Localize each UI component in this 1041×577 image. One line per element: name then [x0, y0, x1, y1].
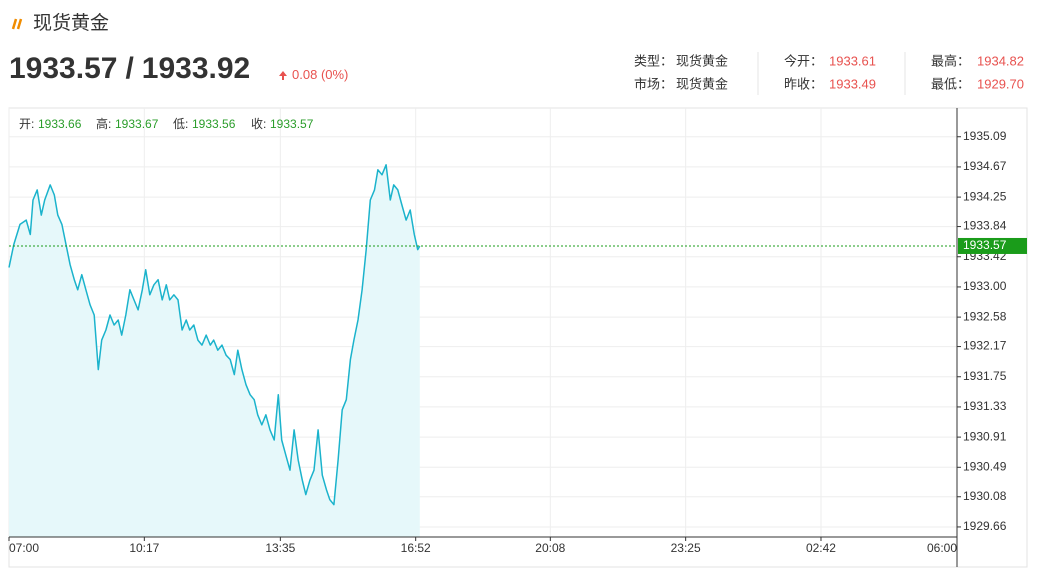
info-value: 1934.82	[977, 53, 1024, 68]
x-tick-label: 16:52	[401, 541, 431, 555]
y-tick-label: 1930.08	[963, 489, 1007, 503]
ohlc-label: 低:	[173, 117, 188, 131]
x-tick-label: 20:08	[535, 541, 565, 555]
last-price-label: 1933.57	[963, 238, 1007, 252]
title: 现货黄金	[33, 12, 109, 34]
info-value: 1933.61	[829, 53, 876, 68]
info-label: 市场：	[634, 76, 673, 91]
ohlc-label: 高:	[96, 116, 111, 131]
x-tick-label: 23:25	[671, 541, 701, 555]
title-mark	[16, 18, 23, 30]
ohlc-value: 1933.66	[38, 117, 82, 131]
info-value: 1933.49	[829, 76, 876, 91]
change: 0.08 (0%)	[292, 67, 348, 82]
y-tick-label: 1932.58	[963, 309, 1007, 323]
y-tick-label: 1934.67	[963, 159, 1007, 173]
separator: /	[125, 52, 134, 85]
x-tick-label: 06:00	[927, 541, 957, 555]
info-value: 现货黄金	[676, 76, 728, 91]
y-tick-label: 1930.91	[963, 429, 1007, 443]
change-value: 0.08	[292, 67, 317, 82]
y-tick-label: 1935.09	[963, 129, 1007, 143]
price: 1933.57/1933.92	[9, 52, 250, 85]
y-tick-label: 1933.84	[963, 219, 1007, 233]
y-tick-label: 1934.25	[963, 189, 1007, 203]
ask: 1933.92	[142, 52, 250, 85]
last-price-box	[958, 237, 1027, 254]
info-value: 1929.70	[977, 76, 1024, 91]
y-tick-label: 1931.75	[963, 369, 1007, 383]
ohlc-value: 1933.67	[115, 117, 159, 131]
y-tick-label: 1931.33	[963, 399, 1007, 413]
bid: 1933.57	[9, 52, 117, 85]
ohlc-value: 1933.56	[192, 117, 236, 131]
info-label: 最低：	[931, 76, 970, 91]
x-tick-label: 07:00	[9, 541, 39, 555]
y-tick-label: 1929.66	[963, 519, 1007, 533]
x-tick-label: 10:17	[129, 541, 159, 555]
x-tick-label: 02:42	[806, 541, 836, 555]
info-label: 昨收：	[784, 76, 823, 91]
ohlc-label: 开:	[19, 117, 34, 131]
ohlc-label: 收:	[251, 117, 266, 131]
plot: 1929.66 1930.08 1930.49 1930.91 1931.33 1931.…	[8, 107, 1028, 568]
price-line	[8, 164, 421, 506]
title-mark	[11, 18, 18, 30]
info-label: 今开：	[784, 53, 823, 68]
info-value: 现货黄金	[676, 53, 728, 68]
area	[9, 164, 420, 538]
change-pct: (0%)	[321, 67, 348, 82]
y-tick-label: 1932.17	[963, 339, 1007, 353]
info-label: 最高：	[931, 53, 970, 68]
y-tick-label: 1933.00	[963, 279, 1007, 293]
up-arrow	[279, 71, 287, 80]
info-label: 类型：	[634, 53, 673, 68]
y-tick-label: 1930.49	[963, 459, 1007, 473]
x-tick-label: 13:35	[265, 541, 295, 555]
ohlc-value: 1933.57	[270, 117, 314, 131]
